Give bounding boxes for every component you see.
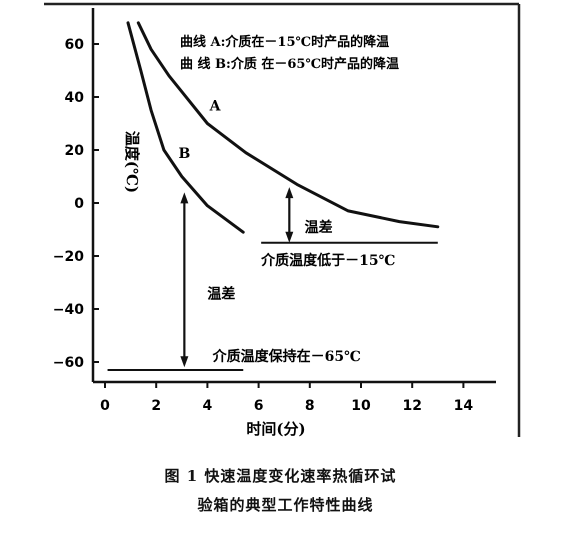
reference-line-label: 介质温度保持在－65℃ xyxy=(212,348,361,365)
annotation-temperature-difference: 温差 xyxy=(305,219,333,236)
y-tick-label: 40 xyxy=(65,90,85,106)
x-tick-label: 6 xyxy=(254,398,264,414)
y-tick-label: 60 xyxy=(65,37,85,53)
y-tick-label: −60 xyxy=(53,355,84,371)
series-line-b xyxy=(126,21,245,234)
figure-caption: 图 1 快速温度变化速率热循环试 验箱的典型工作特性曲线 xyxy=(0,462,561,520)
y-tick-label: −20 xyxy=(53,249,84,265)
reference-line-label: 介质温度低于－15℃ xyxy=(260,252,395,269)
legend-line-b: 曲 线 B:介质 在－65℃时产品的降温 xyxy=(180,56,399,72)
series-label-a: A xyxy=(209,98,222,114)
caption-line-1: 图 1 快速温度变化速率热循环试 xyxy=(164,467,397,485)
x-tick-label: 2 xyxy=(151,398,161,414)
y-axis-ticks: 60 40 20 0 −20 −40 −60 xyxy=(53,37,99,371)
y-tick-label: 20 xyxy=(65,143,85,159)
x-tick-label: 4 xyxy=(203,398,213,414)
series-line-a xyxy=(136,21,440,229)
x-tick-label: 0 xyxy=(100,398,110,414)
reference-lines: 介质温度低于－15℃ 介质温度保持在－65℃ xyxy=(107,241,438,371)
y-axis-title: 温度(℃) xyxy=(123,131,141,193)
arrows-layer xyxy=(180,187,294,368)
legend-line-a: 曲线 A:介质在－15℃时产品的降温 xyxy=(180,34,389,50)
temperature-difference-arrow xyxy=(180,192,189,368)
x-axis-title: 时间(分) xyxy=(246,420,305,438)
x-tick-label: 12 xyxy=(402,398,421,414)
x-tick-label: 10 xyxy=(351,398,371,414)
series-label-b: B xyxy=(178,146,190,162)
x-axis-ticks: 0 2 4 6 8 10 12 14 xyxy=(100,382,473,414)
y-tick-label: −40 xyxy=(53,302,84,318)
y-tick-label: 0 xyxy=(74,196,84,212)
x-tick-label: 8 xyxy=(305,398,315,414)
caption-line-2: 验箱的典型工作特性曲线 xyxy=(197,496,374,514)
annotation-temperature-difference: 温差 xyxy=(207,285,235,302)
x-tick-label: 14 xyxy=(454,398,474,414)
temperature-difference-arrow xyxy=(285,187,294,243)
series-layer: AB xyxy=(126,21,440,234)
